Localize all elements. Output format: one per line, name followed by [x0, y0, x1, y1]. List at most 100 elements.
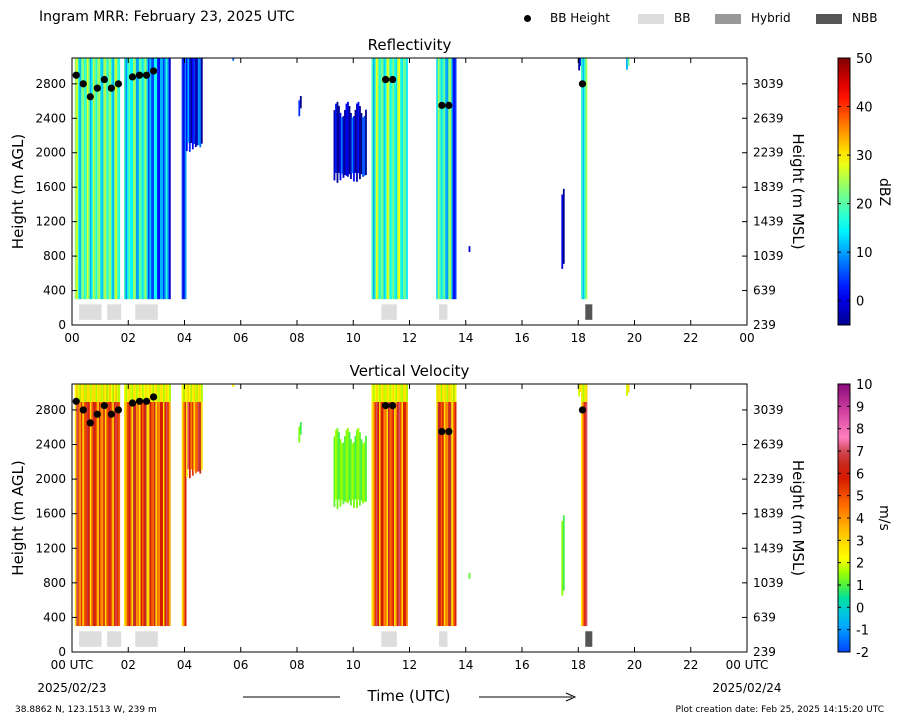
precip-stripe: [345, 103, 348, 176]
precip-stripe-top: [440, 384, 443, 402]
precip-stripe: [183, 58, 185, 300]
colorbar-tick-label: 1: [856, 579, 864, 594]
precip-stripe: [397, 384, 399, 627]
precip-column: [147, 384, 171, 627]
precip-stripe: [127, 58, 129, 300]
colorbar-label: m/s: [876, 505, 892, 531]
precip-stripe-top: [153, 384, 156, 402]
colorbar-tick-label: 9: [856, 400, 864, 415]
precip-stripe: [445, 58, 448, 300]
precip-stripe-top: [439, 384, 442, 402]
x-tick-label: 16: [514, 331, 529, 345]
y-tick-label-right: 239: [753, 645, 776, 659]
x-tick-label: 16: [514, 658, 529, 672]
precip-stripe: [357, 428, 360, 500]
precip-stripe: [363, 442, 366, 503]
precip-stripe-top: [197, 384, 200, 402]
page-title: Ingram MRR: February 23, 2025 UTC: [39, 9, 295, 25]
precip-stripe: [76, 58, 79, 300]
precip-column: [185, 58, 203, 152]
bb-height-point: [578, 406, 587, 414]
x-tick-label: 02: [121, 331, 136, 345]
precip-stripe-top: [377, 384, 380, 402]
precip-stripe: [149, 58, 152, 300]
precip-stripe-top: [91, 384, 94, 402]
plot-area: [72, 384, 630, 647]
precip-stripe: [439, 384, 442, 627]
precip-stripe-top: [401, 384, 404, 402]
precip-stripe: [392, 58, 395, 300]
precip-stripe: [124, 384, 126, 627]
y-tick-label: 1200: [35, 215, 66, 229]
bb-segment: [381, 631, 397, 647]
precip-stripe: [181, 384, 184, 627]
precip-stripe: [347, 428, 349, 504]
precip-stripe: [136, 384, 138, 627]
bb-segment: [135, 631, 158, 647]
precip-stripe: [388, 384, 390, 627]
precip-stripe: [468, 246, 471, 253]
precip-stripe-top: [584, 384, 586, 402]
precip-stripe: [194, 384, 197, 474]
precip-stripe-top: [145, 384, 147, 402]
precip-stripe: [156, 384, 159, 627]
x-tick-label: 08: [289, 331, 304, 345]
precip-stripe: [146, 58, 149, 300]
precip-stripe: [449, 384, 452, 627]
swatch-icon: [816, 13, 842, 24]
precip-stripe: [348, 432, 351, 501]
precip-column: [232, 384, 235, 387]
colorbar-bar: [837, 57, 851, 326]
precip-stripe: [379, 384, 381, 627]
precip-stripe: [97, 384, 100, 627]
precip-stripe: [168, 384, 171, 627]
precip-stripe-top: [106, 384, 109, 402]
precip-stripe: [376, 384, 378, 627]
precip-stripe: [184, 58, 187, 300]
precip-stripe: [92, 384, 95, 627]
precip-stripe: [299, 95, 302, 109]
precip-stripe: [338, 105, 340, 173]
colorbar-tick-label: 10: [856, 246, 873, 261]
precip-stripe: [79, 384, 82, 627]
precip-stripe: [85, 58, 88, 300]
precip-stripe: [80, 384, 83, 627]
precip-column: [298, 422, 302, 443]
precip-stripe: [350, 439, 352, 506]
precip-stripe: [183, 384, 185, 627]
precip-stripe-top: [373, 384, 375, 402]
colorbar-tick-label: 8: [856, 423, 864, 438]
precip-column: [436, 58, 454, 300]
precip-stripe: [232, 58, 235, 61]
bb-segment: [381, 304, 397, 320]
precip-stripe: [162, 384, 165, 627]
precip-stripe-top: [194, 384, 197, 402]
precip-stripe-top: [578, 384, 581, 397]
precip-stripe-top: [446, 384, 449, 402]
precip-stripe: [80, 58, 83, 300]
x-tick-label: 18: [571, 331, 586, 345]
bb-segment: [107, 631, 122, 647]
precip-stripe: [103, 58, 106, 300]
x-tick-label: 22: [683, 658, 698, 672]
precip-stripe: [92, 58, 95, 300]
precip-stripe-top: [131, 384, 134, 402]
bb-segment: [107, 304, 122, 320]
precip-stripe-top: [437, 384, 440, 402]
bb-height-point: [389, 402, 397, 410]
precip-stripe-top: [404, 384, 407, 402]
precip-column: [468, 572, 471, 579]
precip-stripe: [582, 58, 585, 300]
precip-stripe-top: [371, 384, 374, 402]
precip-stripe: [127, 384, 129, 627]
precip-stripe-top: [406, 384, 408, 402]
precip-stripe-top: [386, 384, 389, 402]
precip-stripe: [125, 384, 128, 627]
bb-height-point: [149, 393, 158, 401]
precip-stripe: [362, 117, 364, 177]
precip-stripe: [156, 58, 159, 300]
precip-stripe: [109, 384, 112, 627]
colorbar-tick-label: 30: [856, 149, 873, 164]
precip-stripe-top: [88, 384, 91, 402]
precip-stripe-top: [149, 384, 152, 402]
